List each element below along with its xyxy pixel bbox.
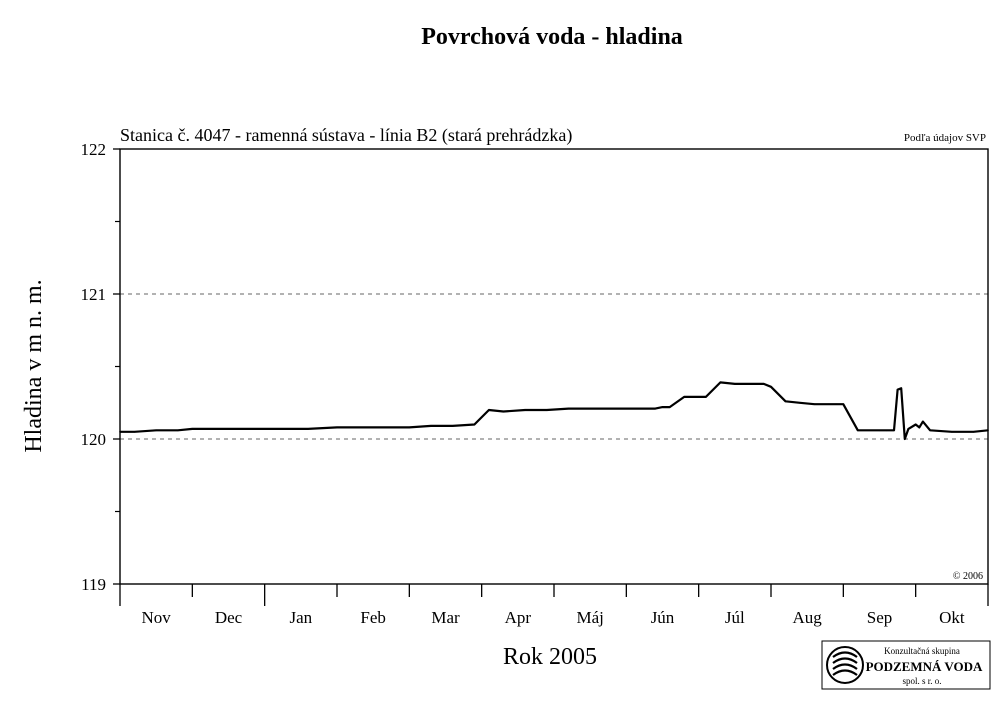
y-axis: 119 120 121 122 bbox=[81, 140, 120, 594]
x-axis-label: Rok 2005 bbox=[503, 644, 597, 670]
data-point bbox=[907, 428, 910, 430]
data-point bbox=[770, 386, 772, 388]
x-tick-label: Feb bbox=[360, 608, 386, 627]
data-point bbox=[473, 423, 476, 426]
x-tick-label: Jún bbox=[651, 608, 675, 627]
data-point bbox=[408, 426, 411, 429]
data-point bbox=[705, 396, 707, 398]
chart-subtitle: Stanica č. 4047 - ramenná sústava - líni… bbox=[120, 125, 572, 146]
data-point bbox=[878, 429, 881, 432]
data-point bbox=[799, 402, 801, 404]
series-points bbox=[119, 381, 989, 440]
copyright-note: © 2006 bbox=[953, 571, 983, 582]
data-point bbox=[191, 428, 194, 430]
data-point bbox=[177, 429, 179, 432]
data-point bbox=[654, 407, 657, 410]
chart-title: Povrchová voda - hladina bbox=[421, 24, 683, 50]
data-point bbox=[488, 409, 490, 411]
y-tick-label: 121 bbox=[81, 285, 107, 304]
logo-line-1: Konzultačná skupina bbox=[884, 646, 960, 656]
x-tick-label: Dec bbox=[215, 608, 243, 627]
data-point bbox=[697, 396, 700, 398]
data-point bbox=[784, 400, 787, 403]
y-tick-label: 119 bbox=[81, 575, 106, 594]
data-point bbox=[904, 438, 906, 440]
data-point bbox=[842, 403, 845, 406]
data-point bbox=[451, 425, 454, 427]
data-point bbox=[546, 409, 548, 411]
data-point bbox=[133, 431, 136, 433]
plot-frame bbox=[119, 148, 989, 585]
data-point bbox=[929, 429, 931, 432]
data-point bbox=[813, 403, 816, 406]
data-point bbox=[951, 431, 953, 433]
x-tick-label: Okt bbox=[939, 608, 965, 627]
data-point bbox=[307, 428, 309, 430]
logo-line-3: spol. s r. o. bbox=[902, 676, 941, 686]
data-point bbox=[632, 407, 635, 410]
data-point bbox=[683, 396, 685, 398]
logo-emblem-icon bbox=[826, 646, 864, 684]
data-point bbox=[857, 429, 859, 432]
data-point bbox=[611, 407, 613, 410]
y-axis-label: Hladina v m n. m. bbox=[21, 279, 47, 452]
y-tick-label: 120 bbox=[81, 430, 107, 449]
data-point bbox=[893, 429, 895, 432]
data-point bbox=[567, 407, 570, 410]
data-point bbox=[155, 429, 157, 432]
data-point bbox=[263, 428, 266, 430]
data-point bbox=[357, 426, 360, 429]
x-tick-label: Nov bbox=[142, 608, 172, 627]
data-point bbox=[719, 381, 722, 384]
data-point bbox=[748, 383, 751, 385]
data-point bbox=[668, 406, 671, 408]
data-point bbox=[914, 423, 917, 426]
data-point bbox=[835, 403, 837, 406]
x-tick-label: Jan bbox=[289, 608, 312, 627]
data-point bbox=[922, 420, 924, 423]
company-logo: Konzultačná skupina PODZEMNÁ VODA spol. … bbox=[821, 640, 991, 690]
gridlines bbox=[120, 293, 988, 440]
x-tick-label: Sep bbox=[867, 608, 893, 627]
logo-line-2: PODZEMNÁ VODA bbox=[866, 659, 983, 674]
x-tick-label: Máj bbox=[576, 608, 603, 627]
x-axis: Nov Dec Jan Feb Mar Apr Máj Jún Júl Aug Sep Okt bbox=[119, 584, 989, 627]
x-tick-label: Mar bbox=[431, 608, 460, 627]
data-point bbox=[763, 383, 765, 385]
data-point bbox=[285, 428, 288, 430]
data-point bbox=[336, 426, 338, 429]
data-point bbox=[828, 403, 830, 406]
data-point bbox=[524, 409, 526, 411]
data-point bbox=[661, 406, 664, 408]
data-point bbox=[234, 428, 237, 430]
x-tick-label: Júl bbox=[725, 608, 745, 627]
data-point bbox=[896, 388, 899, 391]
data-point bbox=[589, 407, 591, 410]
data-point bbox=[918, 426, 921, 429]
x-tick-label: Apr bbox=[505, 608, 532, 627]
data-point bbox=[119, 431, 121, 433]
data-point bbox=[972, 431, 975, 433]
data-point bbox=[430, 425, 432, 427]
data-point bbox=[885, 429, 888, 432]
data-point bbox=[987, 429, 989, 432]
data-point bbox=[734, 383, 736, 385]
x-tick-label: Aug bbox=[793, 608, 823, 627]
source-note: Podľa údajov SVP bbox=[904, 132, 986, 144]
data-point bbox=[213, 428, 215, 430]
y-tick-label: 122 bbox=[81, 140, 107, 159]
data-point bbox=[502, 410, 505, 413]
data-point bbox=[379, 426, 382, 429]
data-point bbox=[900, 387, 902, 390]
